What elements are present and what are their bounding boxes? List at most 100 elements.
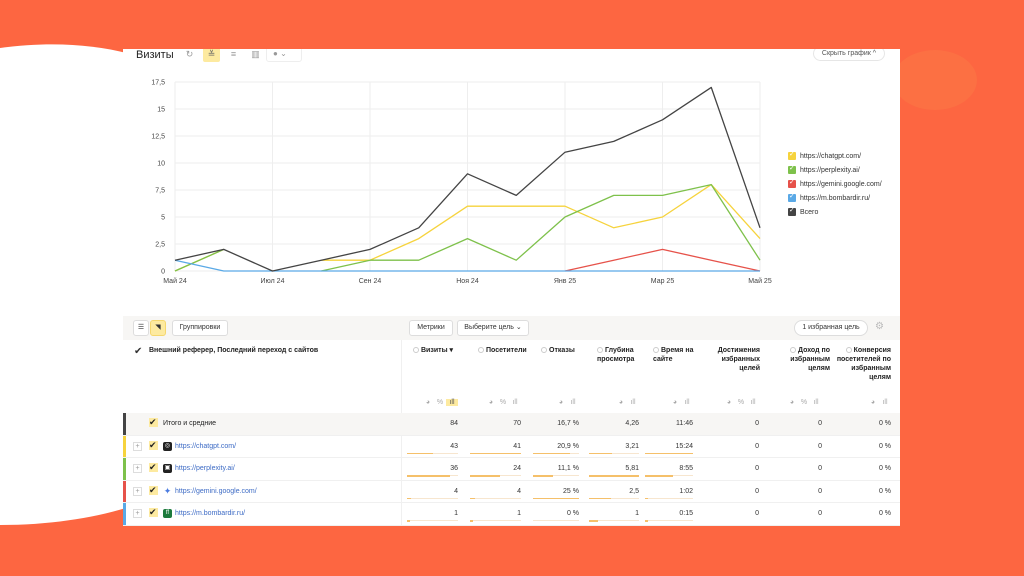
table-cell: 4 [517, 487, 521, 495]
bombardir-icon: ff [163, 509, 172, 518]
column-header[interactable]: Посетители [478, 346, 532, 355]
refresh-icon[interactable]: ↻ [185, 49, 194, 59]
legend-item[interactable]: https://chatgpt.com/ [788, 149, 882, 163]
legend-item[interactable]: Всего [788, 205, 882, 219]
column-header[interactable]: Визиты ▾ [413, 346, 467, 355]
hide-chart-button[interactable]: Скрыть график ^ [813, 49, 885, 61]
expand-button[interactable]: + [133, 486, 142, 496]
line-chart-icon[interactable]: ≚ [203, 49, 220, 62]
help-icon[interactable] [653, 347, 659, 353]
column-header[interactable]: Доход по избранным целям [778, 346, 830, 373]
column-header[interactable]: Конверсия посетителей по избранным целям [833, 346, 891, 382]
bar-chart-icon[interactable]: ıll [813, 399, 819, 406]
percent-icon[interactable]: % [800, 399, 808, 406]
help-icon[interactable] [597, 347, 603, 353]
legend-checkbox-icon [788, 150, 796, 160]
column-header[interactable]: Глубина просмотра [597, 346, 651, 364]
table-row[interactable]: + ✔ ▣ https://perplexity.ai/36 24 11,1 % 5,81 8… [123, 458, 900, 481]
metric-bar [645, 452, 693, 454]
column-header[interactable]: Отказы [541, 346, 595, 355]
table-cell: 0 [755, 487, 759, 495]
row-checkbox[interactable]: ✔ [149, 439, 158, 450]
groupings-button[interactable]: Группировки [172, 320, 228, 336]
total-row[interactable]: ✔ Итого и средние 84 70 16,7 % 4,26 11:46 0 0 0 % [123, 413, 900, 436]
row-link[interactable]: https://chatgpt.com/ [175, 442, 237, 450]
y-tick-label: 7,5 [155, 188, 165, 195]
percent-icon[interactable]: % [737, 399, 745, 406]
legend-label: https://perplexity.ai/ [800, 166, 860, 174]
bar-chart-icon[interactable]: ıll [512, 399, 518, 406]
row-link[interactable]: https://m.bombardir.ru/ [175, 510, 246, 517]
metric-bar-track [470, 520, 521, 521]
bar-chart-icon[interactable]: ıll [570, 399, 576, 406]
expand-button[interactable]: + [133, 509, 142, 518]
table-toolbar: ☰ ◥ Группировки Метрики Выберите цель ⌄ … [123, 316, 900, 340]
metrics-button[interactable]: Метрики [409, 320, 453, 336]
table-cell: 2,5 [629, 487, 639, 495]
favorite-goal-button[interactable]: 1 избранная цель [794, 320, 868, 336]
legend-item[interactable]: https://m.bombardir.ru/ [788, 191, 882, 205]
percent-icon[interactable]: % [499, 399, 507, 406]
bar-chart-icon[interactable]: ıll [882, 399, 888, 406]
pie-chart-icon[interactable]: ◕ [870, 399, 876, 406]
table-row[interactable]: + ✔ ✦ https://gemini.google.com/4 4 25 % 2,5 1:… [123, 480, 900, 503]
dimension-checkbox[interactable]: ✔ [134, 346, 143, 357]
table-row[interactable]: + ✔ ff https://m.bombardir.ru/1 1 0 % 1 0:15 0 0 0… [123, 503, 900, 526]
metric-bar [645, 497, 649, 499]
pie-chart-icon[interactable]: ◕ [558, 399, 564, 406]
row-checkbox[interactable]: ✔ [149, 462, 158, 472]
expand-button[interactable]: + [133, 441, 142, 451]
pie-chart-icon[interactable]: ◕ [618, 399, 624, 406]
table-cell: 4,26 [625, 420, 639, 427]
pie-chart-icon[interactable]: ◕ [726, 399, 732, 406]
row-checkbox[interactable]: ✔ [149, 507, 158, 517]
row-link[interactable]: https://perplexity.ai/ [175, 465, 235, 472]
x-tick-label: Янв 25 [554, 278, 576, 285]
bar-chart-icon[interactable]: ıll [630, 399, 636, 406]
help-icon[interactable] [413, 347, 419, 353]
table-cell: 84 [450, 420, 458, 427]
x-tick-label: Ноя 24 [456, 278, 479, 285]
row-checkbox[interactable]: ✔ [149, 484, 158, 495]
help-icon[interactable] [790, 347, 797, 353]
table-cell: 43 [450, 442, 458, 450]
row-color-strip [123, 503, 126, 525]
bar-chart-icon[interactable]: ıll [684, 399, 690, 406]
bar-chart-icon[interactable]: ▥ [251, 49, 260, 59]
pie-chart-icon[interactable]: ◕ [488, 399, 494, 406]
column-view-icons: ◕ ıll [615, 399, 639, 406]
stacked-chart-icon[interactable]: ≡ [230, 49, 237, 59]
metric-bar [589, 452, 612, 454]
legend-item[interactable]: https://perplexity.ai/ [788, 163, 882, 177]
bar-chart-icon[interactable]: ıll [446, 399, 458, 406]
pie-chart-icon[interactable]: ◕ [789, 399, 795, 406]
metric-bar [407, 452, 433, 454]
table-row[interactable]: + ✔ ◎ https://chatgpt.com/43 41 20,9 % 3,21 15:… [123, 435, 900, 458]
column-header[interactable]: Достижения избранных целей [708, 346, 760, 373]
visits-line-chart: 0 2,5 5 7,5 10 12,5 15 17,5 Май 24 Июл 24 Сен 24 Но… [151, 80, 771, 286]
list-view-button[interactable]: ☰ [133, 320, 149, 336]
bar-chart-icon[interactable]: ıll [750, 399, 756, 406]
table-cell: 1 [517, 510, 521, 517]
help-icon[interactable] [845, 347, 852, 353]
pie-chart-icon[interactable]: ◕ [672, 399, 678, 406]
pie-chart-dropdown[interactable]: ● ⌄ [266, 49, 302, 62]
metrica-report-panel: Визиты ↻ ≚ ≡ ▥ ● ⌄ Скрыть график ^ 0 2,5 5… [123, 49, 900, 526]
metric-bar [407, 497, 412, 499]
row-checkbox[interactable]: ✔ [149, 417, 158, 427]
column-header-label: Доход по избранным целям [790, 347, 830, 372]
gear-icon[interactable]: ⚙ [875, 321, 884, 332]
select-goal-dropdown[interactable]: Выберите цель ⌄ [457, 320, 529, 336]
metric-bar [470, 475, 501, 477]
help-icon[interactable] [478, 347, 484, 353]
help-icon[interactable] [541, 347, 547, 353]
pie-chart-icon[interactable]: ◕ [425, 399, 431, 406]
row-link[interactable]: https://gemini.google.com/ [175, 487, 257, 495]
expand-button[interactable]: + [133, 464, 142, 473]
column-header[interactable]: Время на сайте [653, 346, 707, 364]
legend-item[interactable]: https://gemini.google.com/ [788, 177, 882, 191]
tree-view-button[interactable]: ◥ [150, 320, 166, 336]
chart-header: Визиты ↻ ≚ ≡ ▥ ● ⌄ Скрыть график ^ [123, 49, 900, 73]
percent-icon[interactable]: % [436, 399, 444, 406]
chart-title: Визиты [136, 49, 174, 61]
